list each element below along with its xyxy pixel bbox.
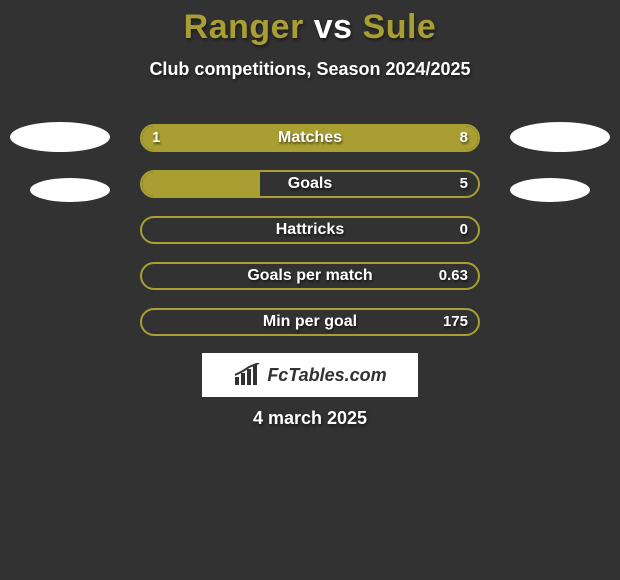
stat-bar-label: Goals per match xyxy=(142,264,478,288)
stat-bar-left-fill xyxy=(142,126,201,150)
vs-text: vs xyxy=(314,8,353,46)
stat-bar-right-value: 0.63 xyxy=(439,264,468,288)
player-a-name: Ranger xyxy=(184,8,304,46)
stat-bar-label: Hattricks xyxy=(142,218,478,242)
stat-bar: Matches18 xyxy=(140,124,480,152)
stat-bar-right-value: 5 xyxy=(460,172,468,196)
page-title: Ranger vs Sule xyxy=(0,0,620,47)
stat-bar-left-fill xyxy=(142,172,260,196)
player-b-name: Sule xyxy=(363,8,437,46)
stat-bar-right-value: 175 xyxy=(443,310,468,334)
subtitle: Club competitions, Season 2024/2025 xyxy=(0,59,620,80)
brand-box: FcTables.com xyxy=(202,353,418,397)
stat-bar: Min per goal175 xyxy=(140,308,480,336)
brand-bars-icon xyxy=(233,363,261,387)
stat-bar-right-fill xyxy=(201,126,478,150)
brand-text: FcTables.com xyxy=(267,365,386,386)
date-text: 4 march 2025 xyxy=(0,408,620,429)
stat-bar-label: Min per goal xyxy=(142,310,478,334)
stat-bar: Goals5 xyxy=(140,170,480,198)
player-a-logo-placeholder-large xyxy=(10,122,110,152)
player-b-logo-placeholder-small xyxy=(510,178,590,202)
stat-bar: Goals per match0.63 xyxy=(140,262,480,290)
player-a-logo-placeholder-small xyxy=(30,178,110,202)
player-b-logo-placeholder-large xyxy=(510,122,610,152)
comparison-bars: Matches18 Goals5 Hattricks0 Goals per match… xyxy=(140,124,480,354)
stat-bar: Hattricks0 xyxy=(140,216,480,244)
stat-bar-right-value: 0 xyxy=(460,218,468,242)
stage: Ranger vs Sule Club competitions, Season… xyxy=(0,0,620,580)
